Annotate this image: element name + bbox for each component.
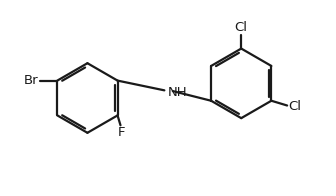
Text: NH: NH <box>168 86 188 99</box>
Text: F: F <box>118 126 125 139</box>
Text: Cl: Cl <box>235 21 248 34</box>
Text: Cl: Cl <box>288 100 301 113</box>
Text: Br: Br <box>24 74 38 87</box>
